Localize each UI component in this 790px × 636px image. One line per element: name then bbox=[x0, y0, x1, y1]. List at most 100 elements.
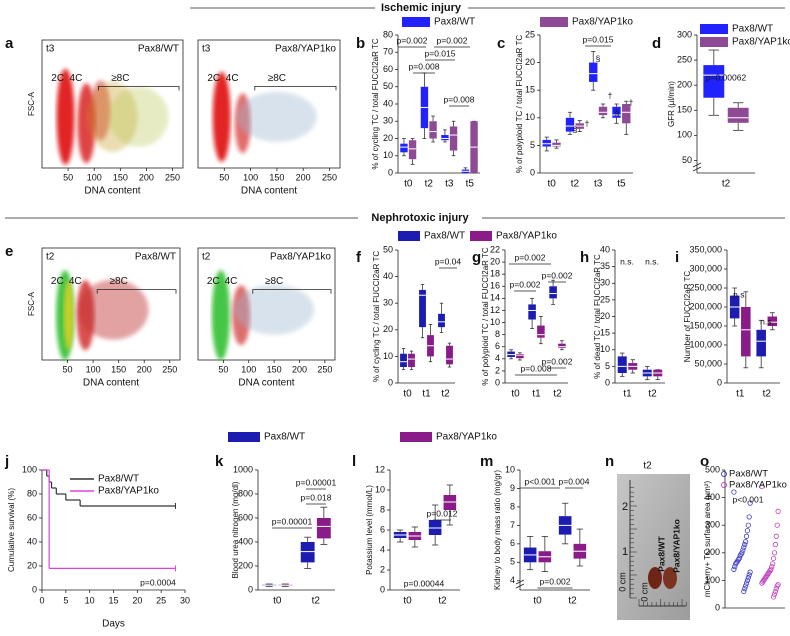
y-tick-label: 0 bbox=[530, 167, 535, 177]
cell-cloud bbox=[78, 279, 149, 340]
x-tick-label: t5 bbox=[466, 179, 475, 190]
x-tick-label: t2 bbox=[441, 389, 450, 400]
time-label: t3 bbox=[202, 44, 211, 55]
x-axis-label: DNA content bbox=[241, 186, 297, 197]
y-tick-label: 18 bbox=[490, 269, 500, 279]
y-tick-label: 12 bbox=[490, 305, 500, 315]
legend-label: Pax8/WT bbox=[98, 474, 139, 485]
legend-label: Pax8/YAP1ko bbox=[436, 432, 497, 443]
y-tick-label: 50 bbox=[682, 155, 692, 165]
y-tick-label: 20 bbox=[490, 256, 500, 266]
ruler-label: 0 cm bbox=[639, 582, 649, 602]
y-tick-label: 100 bbox=[22, 464, 37, 474]
cell-cloud bbox=[63, 280, 74, 351]
point bbox=[747, 569, 753, 575]
box bbox=[598, 106, 608, 116]
plot-frame bbox=[197, 247, 336, 361]
x-tick-label: t2 bbox=[571, 179, 580, 190]
legend-marker bbox=[721, 482, 727, 488]
annotation: p<0.001 bbox=[525, 476, 556, 486]
x-tick-label: t1 bbox=[736, 389, 745, 400]
y-tick-label: 1000 bbox=[233, 464, 253, 474]
gate-bracket bbox=[98, 86, 180, 91]
y-tick-label: 10 bbox=[490, 317, 500, 327]
y-axis-label: % of cycling TC / total FUCCI2aR TC bbox=[372, 251, 381, 383]
panel-label: k bbox=[215, 453, 224, 470]
annotation: p=0.002 bbox=[437, 35, 468, 45]
point bbox=[742, 539, 749, 545]
y-tick-label: 0 bbox=[248, 584, 253, 594]
y-tick-label: 20 bbox=[383, 133, 393, 143]
panel-label: c bbox=[497, 35, 505, 52]
plot-frame bbox=[41, 247, 181, 361]
y-tick-label: 7 bbox=[510, 520, 515, 530]
x-tick-label: 100 bbox=[87, 172, 102, 182]
cell-cloud bbox=[56, 68, 75, 165]
gate-label: ≥8C bbox=[110, 276, 128, 287]
box bbox=[400, 143, 408, 153]
y-axis-label: % of dead TC / total FUCCI2aR TC bbox=[593, 254, 602, 379]
point bbox=[741, 588, 747, 595]
point bbox=[742, 586, 748, 592]
y-tick-label: 4 bbox=[510, 575, 515, 585]
x-tick-label: 100 bbox=[86, 364, 101, 374]
annotation: n.s. bbox=[620, 256, 634, 266]
cell-cloud bbox=[212, 71, 231, 162]
y-tick-label: 80 bbox=[383, 29, 393, 39]
y-tick-label: 50 bbox=[383, 244, 393, 254]
box bbox=[438, 313, 445, 328]
point bbox=[743, 580, 750, 586]
legend-swatch bbox=[700, 37, 728, 47]
point bbox=[744, 577, 751, 584]
y-tick-label: 20 bbox=[383, 324, 393, 334]
box bbox=[767, 316, 778, 326]
legend-label: Pax8/YAP1ko bbox=[496, 231, 557, 242]
y-tick-label: 12 bbox=[375, 464, 385, 474]
y-tick-label: 350,000 bbox=[689, 244, 722, 254]
x-tick-label: t0 bbox=[273, 596, 282, 607]
y-tick-label: 0 bbox=[388, 377, 393, 387]
y-axis-label: Blood urea nitrogen (mg/dl) bbox=[231, 481, 240, 578]
gate-label: ≥8C bbox=[265, 276, 283, 287]
plot-frame bbox=[41, 39, 184, 169]
point bbox=[775, 508, 781, 514]
y-tick-label: 20 bbox=[525, 57, 535, 67]
legend-swatch bbox=[540, 17, 568, 27]
legend-label: Pax8/WT bbox=[732, 24, 773, 35]
y-tick-label: 15 bbox=[600, 328, 610, 338]
x-tick-label: 50 bbox=[63, 364, 73, 374]
point bbox=[746, 514, 752, 520]
x-tick-label: 100 bbox=[243, 172, 258, 182]
x-axis-label: Days bbox=[102, 619, 125, 630]
y-tick-label: 30 bbox=[383, 116, 393, 126]
legend-swatch bbox=[700, 24, 728, 34]
sample-label: Pax8/WT bbox=[656, 535, 666, 571]
y-tick-label: 0 bbox=[605, 377, 610, 387]
legend-label: Pax8/YAP1ko bbox=[732, 37, 790, 48]
point bbox=[773, 586, 779, 592]
box bbox=[552, 142, 561, 147]
point bbox=[747, 500, 753, 506]
annotation: § bbox=[596, 53, 601, 63]
y-axis-label: Kidney to body mass ratio (mg/gr) bbox=[493, 470, 502, 590]
plot-title: Pax8/WT bbox=[138, 44, 179, 55]
y-tick-label: 60 bbox=[383, 64, 393, 74]
point bbox=[733, 561, 739, 567]
annotation: p=0.008 bbox=[409, 61, 440, 71]
y-tick-label: 10 bbox=[383, 150, 393, 160]
annotation: n.s. bbox=[760, 316, 774, 326]
x-tick-label: t1 bbox=[422, 389, 431, 400]
legend-swatch bbox=[470, 231, 492, 241]
point bbox=[742, 583, 749, 589]
x-tick-label: 250 bbox=[162, 364, 177, 374]
y-tick-label: 5 bbox=[530, 140, 535, 150]
annotation: p=0.002 bbox=[542, 270, 573, 280]
annotation: † bbox=[629, 97, 634, 107]
panel-label: f bbox=[356, 249, 362, 266]
y-tick-label: 70 bbox=[383, 47, 393, 57]
x-tick-label: t0 bbox=[533, 596, 542, 607]
x-tick-label: t5 bbox=[617, 179, 626, 190]
y-tick-label: 250 bbox=[677, 54, 692, 64]
panel-label: n bbox=[605, 453, 614, 470]
